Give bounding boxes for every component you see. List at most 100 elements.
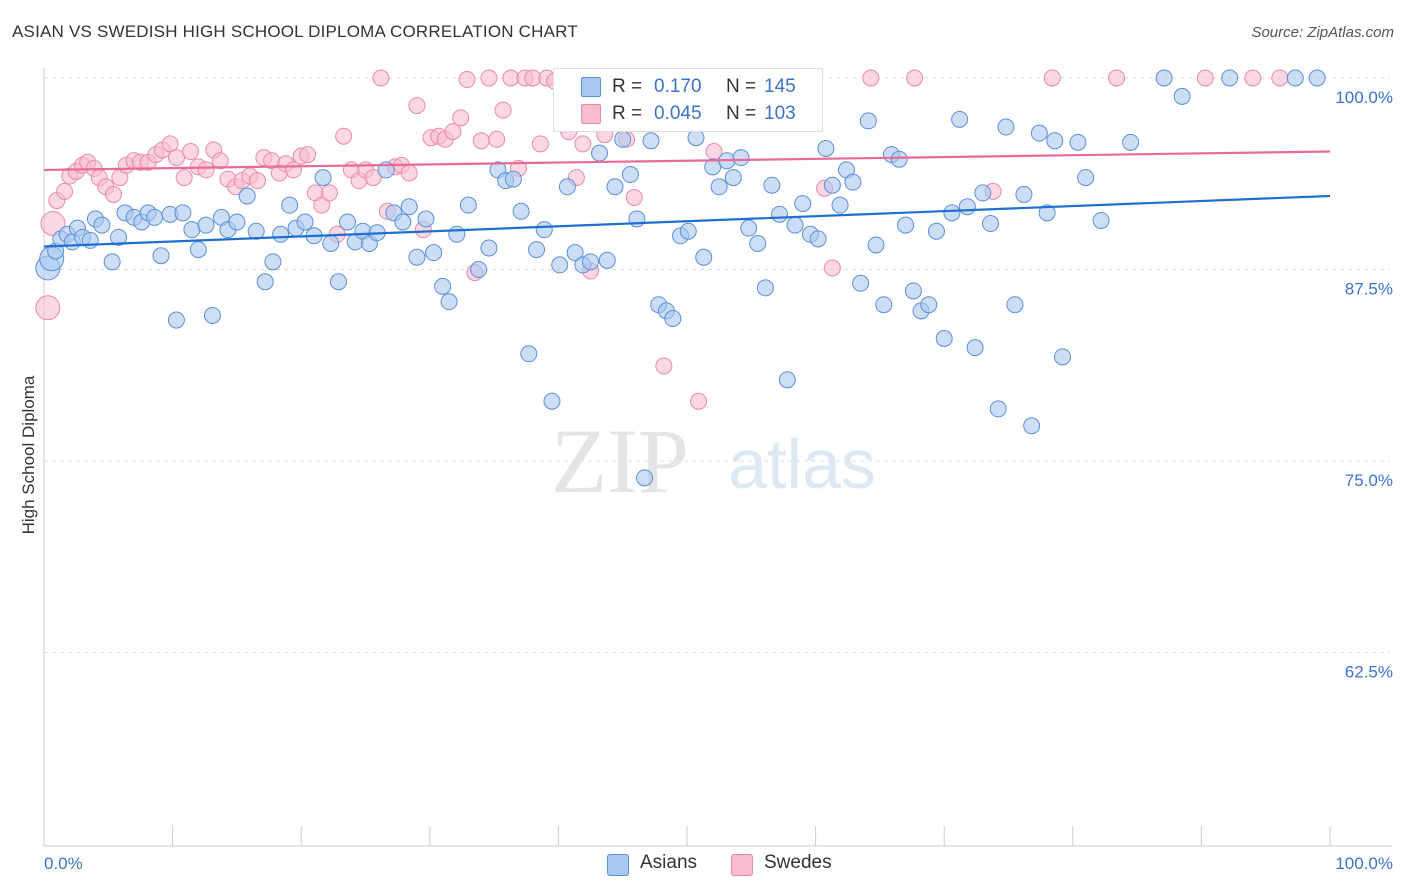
- swede-point: [452, 109, 470, 127]
- asian-point: [174, 204, 192, 222]
- asians-legend-label: Asians: [640, 852, 698, 873]
- swede-point: [502, 69, 520, 87]
- asian-point: [771, 205, 789, 223]
- asian-point: [183, 221, 201, 239]
- swede-point: [175, 169, 193, 187]
- legend-r-value: 0.045: [654, 103, 702, 124]
- asian-point: [844, 173, 862, 191]
- swede-point: [335, 127, 353, 145]
- asian-point: [459, 196, 477, 214]
- asian-point: [1155, 69, 1173, 87]
- asian-point: [1046, 132, 1064, 150]
- asian-point: [679, 222, 697, 240]
- asian-point: [440, 293, 458, 311]
- x-tick-label: 0.0%: [44, 854, 83, 873]
- swede-point: [472, 132, 490, 150]
- stats-legend: R = 0.170 N = 145 R = 0.045 N = 103: [553, 68, 823, 132]
- asian-point: [281, 196, 299, 214]
- chart-title: ASIAN VS SWEDISH HIGH SCHOOL DIPLOMA COR…: [12, 22, 578, 41]
- asians-trend-line: [43, 194, 1331, 248]
- swede-point: [458, 71, 476, 89]
- watermark-zip: ZIP: [551, 410, 689, 512]
- asian-point: [997, 118, 1015, 136]
- y-tick-label: 100.0%: [1335, 88, 1393, 107]
- swede-point: [480, 69, 498, 87]
- swede-point: [655, 357, 673, 375]
- asian-point: [480, 239, 498, 257]
- asian-point: [636, 469, 654, 487]
- legend-n-label: N =: [726, 103, 757, 124]
- asian-point: [989, 400, 1007, 418]
- asian-point: [664, 310, 682, 328]
- swede-point: [906, 69, 924, 87]
- asian-point: [296, 213, 314, 231]
- asian-point: [425, 244, 443, 262]
- swede-point: [299, 146, 317, 164]
- swede-point: [494, 101, 512, 119]
- swede-point: [1244, 69, 1262, 87]
- asian-point: [852, 274, 870, 292]
- swede-point: [211, 152, 229, 170]
- asian-point: [1030, 124, 1048, 142]
- swede-point: [1196, 69, 1214, 87]
- asian-point: [1069, 133, 1087, 151]
- asian-point: [951, 110, 969, 128]
- swede-point: [625, 188, 643, 206]
- asian-point: [794, 195, 812, 213]
- asian-point: [272, 225, 290, 243]
- asian-point: [448, 225, 466, 243]
- asian-point: [394, 213, 412, 231]
- asian-point: [809, 230, 827, 248]
- trend-lines: [43, 150, 1331, 248]
- swede-point: [488, 130, 506, 148]
- asian-point: [628, 210, 646, 228]
- asian-point: [749, 234, 767, 252]
- asian-point: [203, 306, 221, 324]
- asian-point: [981, 215, 999, 233]
- swede-point: [444, 123, 462, 141]
- asian-point: [966, 339, 984, 357]
- swede-point: [320, 184, 338, 202]
- asian-point: [756, 279, 774, 297]
- asian-point: [314, 169, 332, 187]
- asian-point: [763, 176, 781, 194]
- swede-point: [248, 172, 266, 190]
- watermark-atlas: atlas: [728, 425, 876, 503]
- asian-point: [920, 296, 938, 314]
- y-tick-label: 62.5%: [1345, 663, 1393, 682]
- asian-point: [927, 222, 945, 240]
- x-tick-label: 100.0%: [1335, 854, 1393, 873]
- asian-point: [958, 198, 976, 216]
- asian-point: [591, 144, 609, 162]
- asian-point: [606, 178, 624, 196]
- watermark: ZIP atlas: [551, 410, 876, 512]
- swede-point: [1108, 69, 1126, 87]
- asian-point: [1054, 348, 1072, 366]
- swedes-legend-swatch: [731, 854, 753, 876]
- asian-point: [710, 178, 728, 196]
- asian-point: [558, 178, 576, 196]
- y-axis-title: High School Diploma: [19, 375, 38, 534]
- asian-point: [528, 241, 546, 259]
- swede-point: [167, 149, 185, 167]
- asian-point: [786, 216, 804, 234]
- asian-point: [778, 371, 796, 389]
- legend-r-label: R =: [612, 76, 643, 97]
- swede-point: [197, 161, 215, 179]
- asian-point: [543, 392, 561, 410]
- asian-point: [238, 187, 256, 205]
- asian-point: [103, 253, 121, 271]
- legend-n-value: 145: [764, 76, 796, 97]
- swede-point: [56, 182, 74, 200]
- asian-point: [434, 277, 452, 295]
- asian-point: [470, 261, 488, 278]
- asian-point: [621, 166, 639, 184]
- asian-point: [724, 169, 742, 187]
- asians-points: [35, 69, 1326, 487]
- asian-point: [823, 176, 841, 194]
- asian-point: [146, 208, 164, 226]
- asians-swatch: [581, 77, 601, 97]
- asian-point: [904, 282, 922, 300]
- tick-labels: 62.5% 75.0% 87.5% 100.0% 0.0% 100.0% High Scho…: [19, 88, 1393, 873]
- y-tick-label: 87.5%: [1345, 280, 1393, 299]
